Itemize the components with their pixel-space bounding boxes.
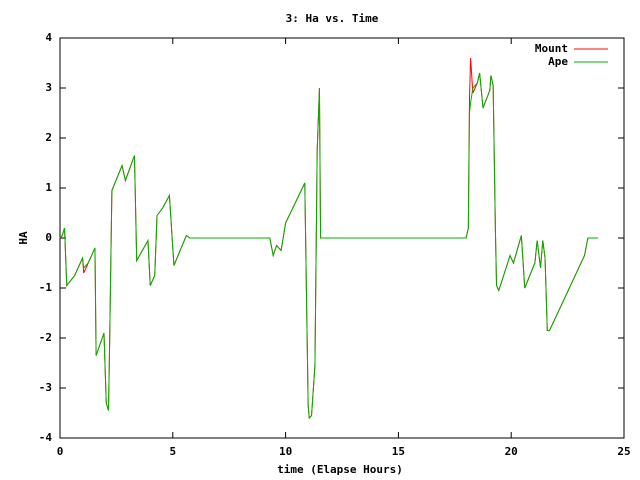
series-line xyxy=(59,72,599,420)
chart-title: 3: Ha vs. Time xyxy=(286,12,379,25)
y-tick-label: -2 xyxy=(39,331,52,344)
y-tick-label: 2 xyxy=(45,131,52,144)
legend-label: Mount xyxy=(535,42,568,55)
x-tick-label: 10 xyxy=(279,445,292,458)
y-tick-label: 4 xyxy=(45,31,52,44)
y-tick-label: 0 xyxy=(45,231,52,244)
x-axis-label: time (Elapse Hours) xyxy=(277,463,403,476)
x-tick-label: 0 xyxy=(57,445,64,458)
y-tick-label: 3 xyxy=(45,81,52,94)
y-tick-label: -1 xyxy=(39,281,53,294)
y-tick-label: 1 xyxy=(45,181,52,194)
x-tick-label: 20 xyxy=(505,445,518,458)
legend-label: Ape xyxy=(548,55,568,68)
y-tick-label: -4 xyxy=(39,431,53,444)
y-axis-label: HA xyxy=(17,231,30,245)
x-tick-label: 15 xyxy=(392,445,405,458)
x-tick-label: 25 xyxy=(617,445,630,458)
y-tick-label: -3 xyxy=(39,381,52,394)
x-tick-label: 5 xyxy=(169,445,176,458)
